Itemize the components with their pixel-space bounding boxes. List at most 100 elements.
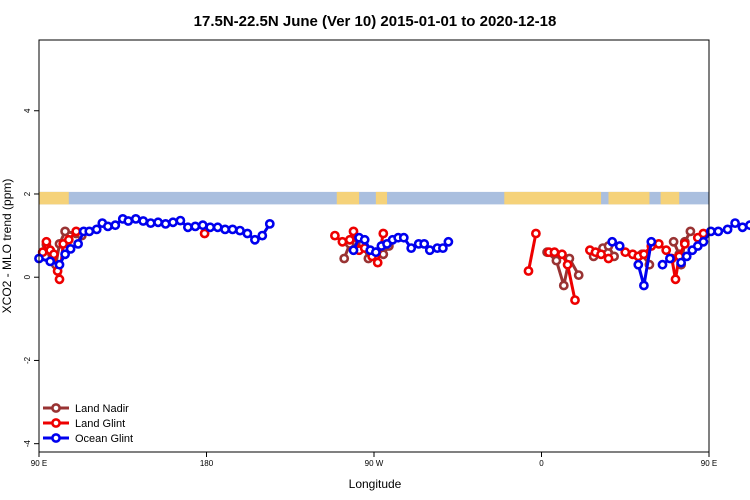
data-point bbox=[71, 226, 82, 237]
data-point bbox=[257, 230, 268, 241]
legend-marker bbox=[51, 418, 61, 428]
legend-marker bbox=[51, 403, 61, 413]
series-land-glint bbox=[37, 226, 709, 305]
x-tick-label: 90 W bbox=[365, 459, 384, 468]
data-point bbox=[551, 255, 562, 266]
data-point bbox=[670, 274, 681, 285]
data-point bbox=[359, 234, 370, 245]
data-point bbox=[549, 247, 560, 258]
map-strip-land bbox=[336, 191, 360, 205]
legend-marker bbox=[51, 433, 61, 443]
data-point bbox=[190, 221, 201, 232]
x-tick-label: 90 E bbox=[31, 459, 47, 468]
data-point bbox=[60, 249, 70, 260]
data-point bbox=[668, 236, 679, 247]
data-point bbox=[681, 251, 692, 262]
data-point bbox=[45, 256, 56, 267]
map-strip bbox=[39, 191, 709, 205]
data-point bbox=[685, 226, 696, 237]
legend-label: Land Glint bbox=[75, 418, 125, 430]
series-line bbox=[527, 233, 538, 272]
x-axis-label: Longitude bbox=[349, 477, 402, 491]
x-axis: 90 E 180 90 W 0 90 E bbox=[31, 452, 717, 468]
y-axis: -4 -2 0 2 4 bbox=[23, 108, 39, 447]
x-tick-label: 0 bbox=[539, 459, 544, 468]
data-point bbox=[205, 222, 216, 233]
data-point bbox=[73, 238, 83, 249]
data-point bbox=[722, 224, 733, 235]
data-point bbox=[665, 253, 675, 264]
data-point bbox=[54, 274, 65, 285]
data-point bbox=[437, 243, 448, 253]
data-point bbox=[531, 228, 541, 239]
series-layer bbox=[34, 213, 750, 305]
data-point bbox=[54, 259, 65, 270]
data-point bbox=[557, 249, 567, 260]
data-point bbox=[65, 243, 76, 254]
map-strip-land bbox=[608, 191, 650, 205]
data-point bbox=[596, 249, 606, 260]
y-tick-label: -4 bbox=[23, 440, 32, 448]
data-point bbox=[424, 245, 435, 256]
data-point bbox=[633, 259, 644, 270]
data-point bbox=[160, 218, 171, 229]
data-point bbox=[175, 215, 186, 226]
legend-label: Land Nadir bbox=[75, 403, 129, 415]
data-point bbox=[398, 232, 409, 243]
data-point bbox=[182, 222, 193, 233]
data-point bbox=[523, 266, 534, 276]
x-tick-label: 90 E bbox=[701, 459, 717, 468]
data-point bbox=[49, 249, 59, 260]
data-point bbox=[378, 228, 389, 239]
data-point bbox=[614, 241, 625, 251]
data-point bbox=[264, 218, 275, 229]
y-tick-label: 4 bbox=[23, 108, 32, 113]
data-point bbox=[63, 234, 74, 245]
series-ocean-glint bbox=[34, 213, 750, 291]
data-point bbox=[657, 259, 668, 270]
legend-label: Ocean Glint bbox=[75, 433, 133, 445]
plot-frame bbox=[38, 39, 710, 453]
data-point bbox=[339, 253, 350, 264]
data-point bbox=[91, 224, 102, 235]
data-point bbox=[679, 238, 690, 249]
data-point bbox=[153, 217, 163, 228]
data-point bbox=[603, 253, 614, 264]
y-tick-label: 0 bbox=[23, 274, 32, 279]
data-point bbox=[419, 238, 430, 249]
data-point bbox=[84, 226, 95, 237]
data-point bbox=[370, 247, 381, 258]
data-point bbox=[653, 238, 664, 249]
data-point bbox=[607, 236, 618, 247]
data-point bbox=[249, 234, 260, 245]
data-point bbox=[168, 217, 178, 228]
data-point bbox=[110, 220, 121, 231]
data-point bbox=[220, 224, 230, 235]
map-strip-land bbox=[660, 191, 680, 205]
data-point bbox=[199, 228, 210, 239]
data-point bbox=[242, 228, 253, 239]
data-point bbox=[406, 243, 417, 253]
data-point bbox=[337, 236, 348, 247]
data-point bbox=[646, 236, 657, 247]
y-axis-label: XCO2 - MLO trend (ppm) bbox=[0, 179, 14, 314]
data-point bbox=[639, 249, 649, 260]
map-strip-land bbox=[39, 191, 69, 205]
data-point bbox=[123, 216, 134, 226]
data-point bbox=[698, 236, 709, 247]
data-point bbox=[676, 257, 686, 268]
data-point bbox=[558, 280, 569, 291]
data-point bbox=[348, 226, 359, 237]
x-tick-label: 180 bbox=[200, 459, 214, 468]
data-point bbox=[562, 259, 573, 270]
data-point bbox=[443, 236, 454, 247]
chart-title: 17.5N-22.5N June (Ver 10) 2015-01-01 to … bbox=[194, 13, 557, 30]
data-point bbox=[639, 280, 649, 291]
data-point bbox=[60, 226, 70, 237]
data-point bbox=[372, 257, 383, 268]
data-point bbox=[573, 270, 584, 280]
data-point bbox=[41, 236, 52, 247]
map-strip-land bbox=[504, 191, 602, 205]
data-point bbox=[570, 295, 580, 305]
